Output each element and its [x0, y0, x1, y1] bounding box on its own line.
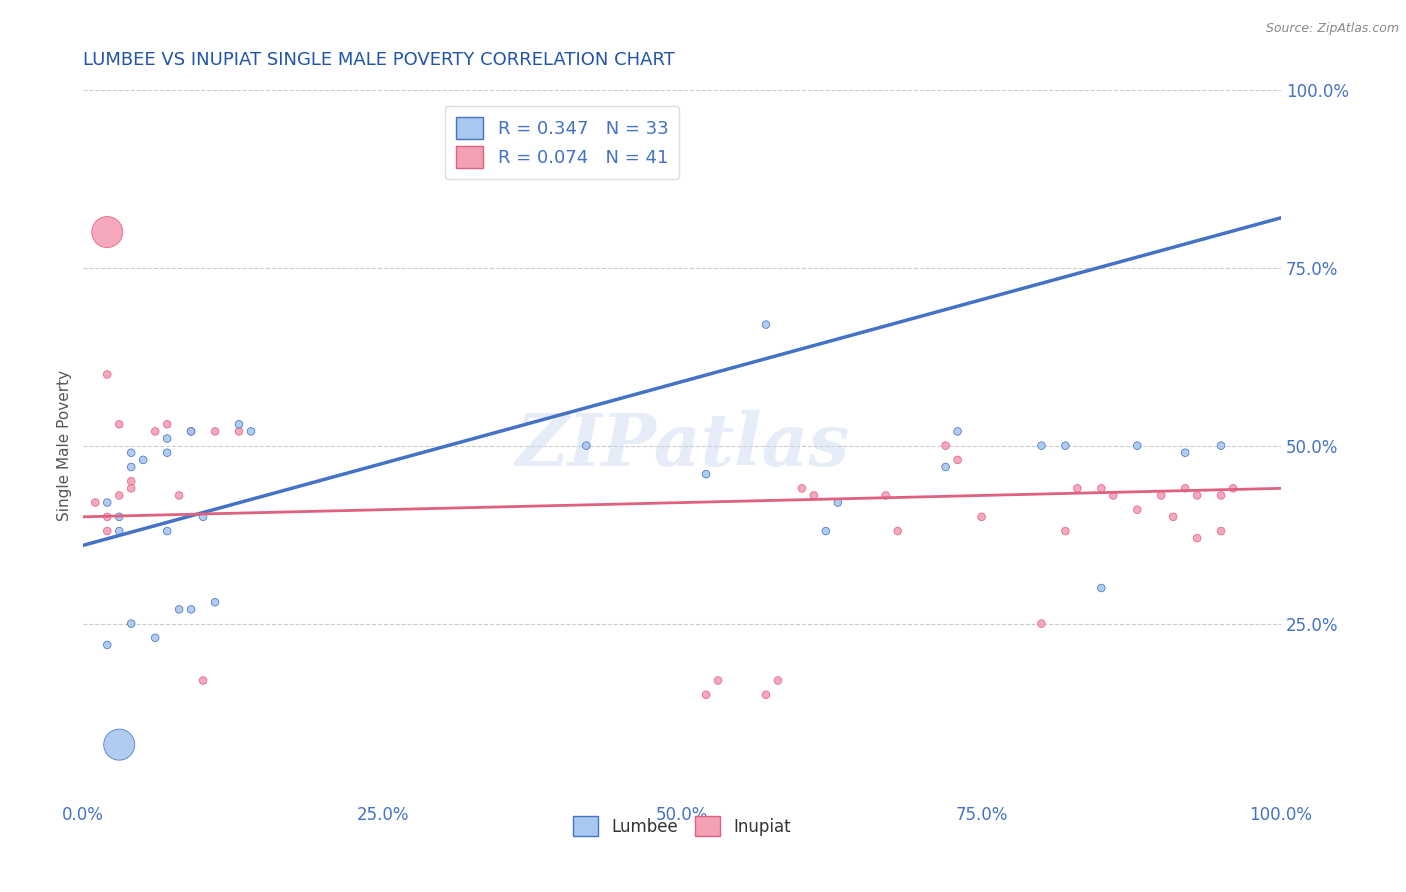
Point: [766, 673, 789, 688]
Point: [239, 425, 262, 439]
Point: [143, 425, 166, 439]
Point: [191, 673, 214, 688]
Point: [1066, 481, 1088, 495]
Point: [886, 524, 908, 538]
Point: [1174, 446, 1197, 460]
Point: [96, 509, 118, 524]
Point: [1031, 439, 1053, 453]
Point: [755, 688, 778, 702]
Point: [827, 495, 849, 509]
Point: [108, 509, 131, 524]
Text: LUMBEE VS INUPIAT SINGLE MALE POVERTY CORRELATION CHART: LUMBEE VS INUPIAT SINGLE MALE POVERTY CO…: [83, 51, 675, 69]
Point: [228, 425, 250, 439]
Point: [120, 446, 142, 460]
Point: [575, 439, 598, 453]
Point: [1031, 616, 1053, 631]
Point: [120, 460, 142, 475]
Text: Source: ZipAtlas.com: Source: ZipAtlas.com: [1265, 22, 1399, 36]
Point: [167, 602, 190, 616]
Point: [108, 488, 131, 502]
Point: [96, 638, 118, 652]
Point: [803, 488, 825, 502]
Point: [96, 524, 118, 538]
Point: [1102, 488, 1125, 502]
Point: [1090, 481, 1112, 495]
Point: [1161, 509, 1184, 524]
Point: [935, 460, 957, 475]
Point: [1126, 502, 1149, 516]
Point: [191, 509, 214, 524]
Point: [108, 738, 131, 752]
Point: [180, 425, 202, 439]
Point: [970, 509, 993, 524]
Point: [695, 467, 717, 482]
Point: [1054, 524, 1077, 538]
Point: [946, 453, 969, 467]
Legend: Lumbee, Inupiat: Lumbee, Inupiat: [567, 809, 797, 843]
Point: [1185, 531, 1208, 545]
Point: [1150, 488, 1173, 502]
Point: [108, 524, 131, 538]
Point: [1209, 488, 1232, 502]
Point: [1174, 481, 1197, 495]
Point: [108, 417, 131, 432]
Point: [180, 602, 202, 616]
Point: [120, 474, 142, 488]
Point: [180, 425, 202, 439]
Y-axis label: Single Male Poverty: Single Male Poverty: [58, 370, 72, 521]
Point: [1209, 524, 1232, 538]
Point: [156, 524, 179, 538]
Point: [1090, 581, 1112, 595]
Point: [814, 524, 837, 538]
Point: [1126, 439, 1149, 453]
Point: [790, 481, 813, 495]
Point: [204, 425, 226, 439]
Point: [935, 439, 957, 453]
Point: [120, 481, 142, 495]
Point: [755, 318, 778, 332]
Point: [1222, 481, 1244, 495]
Point: [875, 488, 897, 502]
Point: [96, 495, 118, 509]
Point: [96, 225, 118, 239]
Point: [120, 616, 142, 631]
Point: [156, 417, 179, 432]
Point: [204, 595, 226, 609]
Point: [1054, 439, 1077, 453]
Point: [132, 453, 155, 467]
Point: [228, 417, 250, 432]
Point: [96, 368, 118, 382]
Text: ZIPatlas: ZIPatlas: [515, 410, 849, 481]
Point: [707, 673, 730, 688]
Point: [156, 446, 179, 460]
Point: [946, 425, 969, 439]
Point: [1185, 488, 1208, 502]
Point: [143, 631, 166, 645]
Point: [156, 432, 179, 446]
Point: [695, 688, 717, 702]
Point: [167, 488, 190, 502]
Point: [84, 495, 107, 509]
Point: [1209, 439, 1232, 453]
